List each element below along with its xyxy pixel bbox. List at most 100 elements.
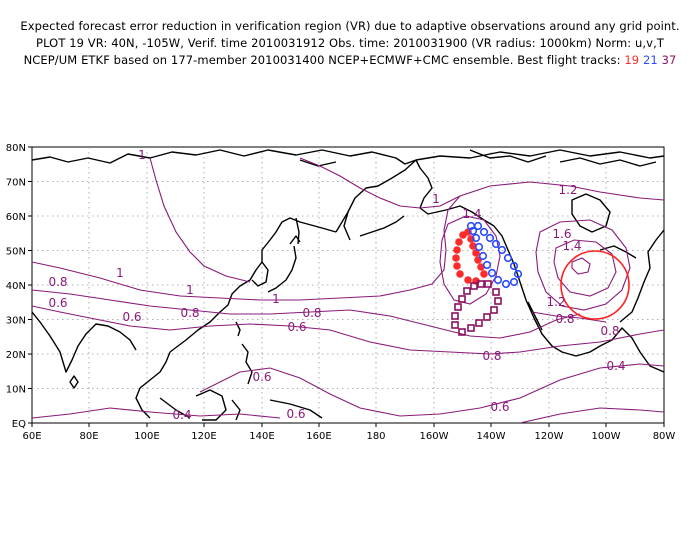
track-21-point [478,251,488,261]
contour-label: 0.4 [172,408,191,422]
contour-1.0 [32,181,664,301]
lat-label: 30N [6,316,26,327]
contour-label: 1 [116,266,124,280]
track-19-point [453,246,461,254]
contour-1.2 [531,311,607,323]
track-19-point [480,270,488,278]
track-19-point [464,276,472,284]
header-line-3: NCEP/UM ETKF based on 177-member 2010031… [0,52,700,69]
header-line-3-text: NCEP/UM ETKF based on 177-member 2010031… [23,53,621,67]
contour-label: 0.6 [252,370,271,384]
lon-label: 100W [592,431,621,442]
contour-1.4 [535,219,631,311]
lat-label: 60N [6,212,26,223]
header-line-1: Expected forecast error reduction in ver… [20,19,680,33]
contour-label: 0.6 [287,320,306,334]
lon-label: 140E [249,431,274,442]
lon-label: 160E [306,431,331,442]
track-19-point [455,238,463,246]
track-37-point [458,295,466,303]
header-line-2: PLOT 19 VR: 40N, -105W, Verif. time 2010… [36,36,664,50]
track-21-label: 21 [642,53,658,67]
contour-label: 0.8 [180,306,199,320]
contour-label: 0.6 [48,296,67,310]
track-37-point [494,297,502,305]
track-21-point [482,260,492,270]
track-19-label: 19 [624,53,640,67]
lon-label: 80W [653,431,676,442]
contour-label: 0.8 [482,349,501,363]
contour-inner [571,257,591,275]
lat-label: 20N [6,350,26,361]
track-21-point [509,261,519,271]
lat-label: 10N [6,385,26,396]
contour-label: 1.2 [546,295,565,309]
contour-label: 0.8 [555,312,574,326]
track-21-point [473,221,483,231]
latitude-labels: 80N 70N 60N 50N 40N 30N 20N 10N EQ [6,143,26,430]
lat-label: EQ [12,419,26,430]
flight-track-37 [451,280,502,336]
lon-label: 80E [79,431,98,442]
lat-label: 40N [6,281,26,292]
lat-label: 80N [6,143,26,154]
track-37-point [463,287,471,295]
contour-lines [32,157,664,423]
contour-0.6 [199,363,664,417]
lon-label: 120W [535,431,564,442]
flight-track-19 [452,228,488,285]
contour-label: 0.8 [48,275,67,289]
contour-labels: 1 1 1 1 1 1.2 1.4 1.6 1.4 1.2 0.8 0.8 0.… [48,148,625,422]
lon-label: 160W [420,431,449,442]
track-19-point [459,231,467,239]
track-37-point [490,306,498,314]
contour-1.0 [299,157,461,209]
track-21-point [509,277,519,287]
contour-0.8 [32,289,581,339]
contour-label: 0.6 [490,400,509,414]
contour-label: 1 [138,148,146,162]
contour-label: 0.8 [600,324,619,338]
contour-label: 1.6 [552,227,571,241]
lon-label: 100E [134,431,159,442]
track-37-point [451,321,459,329]
plot-header: Expected forecast error reduction in ver… [0,18,700,69]
lat-label: 50N [6,247,26,258]
track-37-point [492,288,500,296]
track-21-point [468,226,478,236]
track-21-point [491,239,501,249]
track-21-point [487,268,497,278]
track-37-label: 37 [661,53,677,67]
track-37-point [475,319,483,327]
contour-1.2 [439,215,501,305]
track-21-point [474,242,484,252]
contour-0.6 [32,305,664,355]
contour-label: 0.6 [122,310,141,324]
track-21-point [479,227,489,237]
track-21-point [485,233,495,243]
contour-0.4 [32,407,281,419]
lat-label: 70N [6,178,26,189]
track-37-point [467,324,475,332]
contour-label: 1 [432,192,440,206]
contour-label: 1.4 [462,207,481,221]
track-19-point [453,262,461,270]
track-21-point [501,279,511,289]
track-37-point [451,312,459,320]
contour-label: 1.4 [562,239,581,253]
track-37-point [484,280,492,288]
contour-label: 0.4 [606,359,625,373]
track-37-point [477,280,485,288]
contour-label: 0.6 [286,407,305,421]
track-21-point [497,245,507,255]
track-37-point [470,282,478,290]
contour-label: 0.8 [302,306,321,320]
track-19-point [452,254,460,262]
track-21-point [471,233,481,243]
contour-0.4 [519,407,664,423]
longitude-labels: 60E 80E 100E 120E 140E 160E 180 160W 140… [22,431,675,442]
track-37-point [458,328,466,336]
track-37-point [454,303,462,311]
flight-track-21 [466,221,523,289]
